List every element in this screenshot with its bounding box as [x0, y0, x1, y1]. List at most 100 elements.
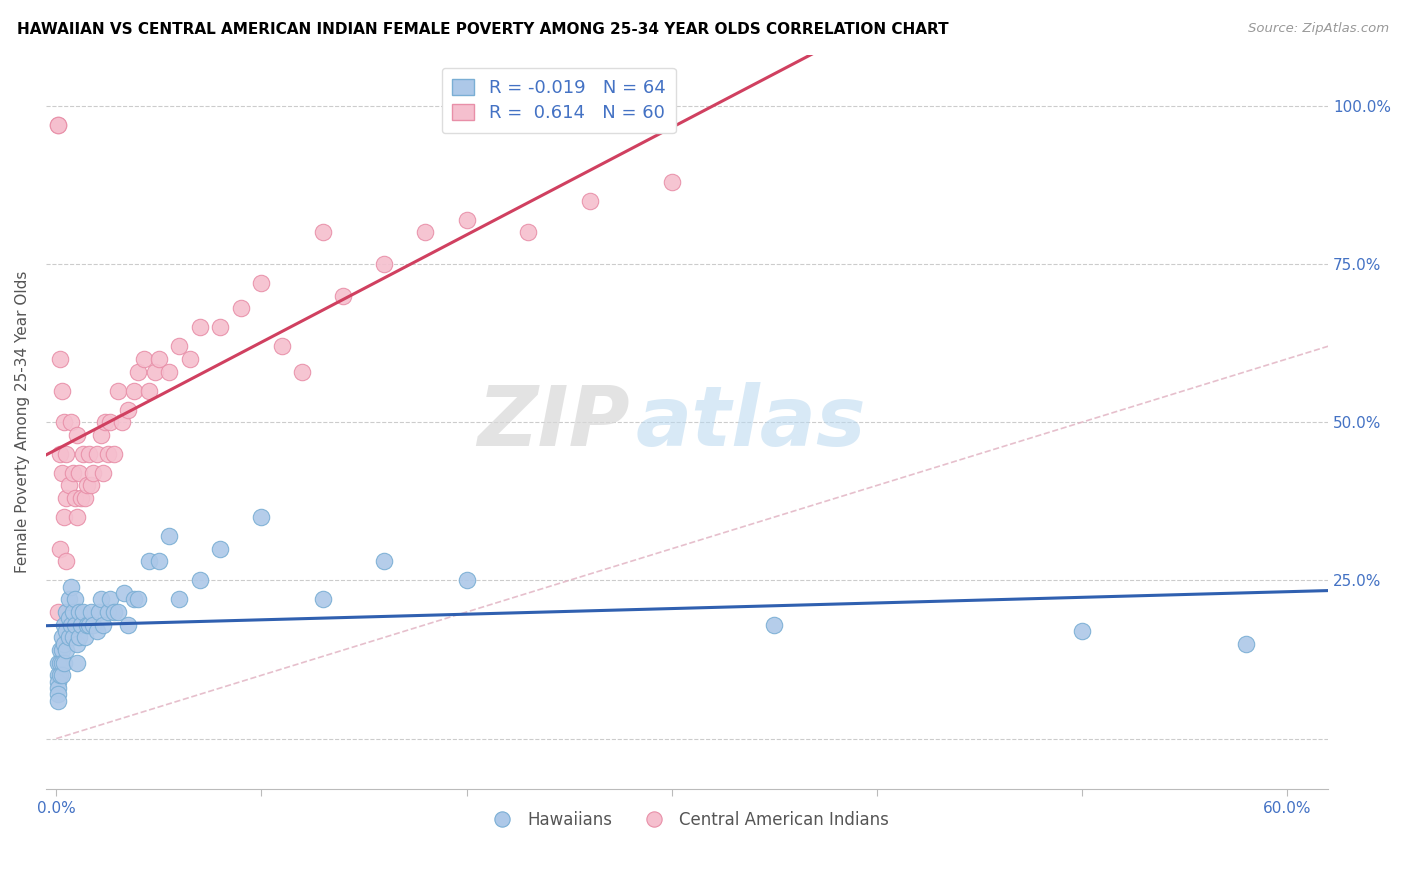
- Point: [332, 288, 354, 302]
- Point: [107, 605, 129, 619]
- Point: [127, 592, 149, 607]
- Point: [59, 617, 82, 632]
- Point: [46, 681, 69, 695]
- Point: [53, 415, 76, 429]
- Point: [53, 656, 76, 670]
- Point: [66, 427, 89, 442]
- Point: [763, 617, 786, 632]
- Point: [58, 611, 80, 625]
- Point: [46, 118, 69, 132]
- Point: [46, 668, 69, 682]
- Point: [122, 384, 145, 398]
- Point: [46, 687, 69, 701]
- Y-axis label: Female Poverty Among 25-34 Year Olds: Female Poverty Among 25-34 Year Olds: [15, 271, 30, 574]
- Point: [96, 447, 118, 461]
- Point: [1234, 637, 1257, 651]
- Point: [73, 631, 96, 645]
- Point: [49, 541, 72, 556]
- Point: [98, 415, 121, 429]
- Point: [312, 592, 335, 607]
- Point: [138, 384, 160, 398]
- Point: [93, 617, 115, 632]
- Point: [169, 592, 191, 607]
- Point: [96, 605, 118, 619]
- Point: [179, 351, 201, 366]
- Point: [49, 643, 72, 657]
- Point: [209, 320, 232, 334]
- Point: [80, 605, 103, 619]
- Point: [143, 365, 166, 379]
- Point: [250, 510, 273, 524]
- Point: [53, 637, 76, 651]
- Point: [77, 617, 100, 632]
- Point: [578, 194, 600, 208]
- Point: [72, 605, 94, 619]
- Point: [117, 402, 139, 417]
- Point: [66, 510, 89, 524]
- Point: [67, 466, 90, 480]
- Point: [188, 320, 211, 334]
- Point: [55, 554, 77, 568]
- Point: [312, 225, 335, 239]
- Point: [70, 491, 93, 505]
- Point: [134, 351, 156, 366]
- Point: [73, 491, 96, 505]
- Point: [89, 605, 111, 619]
- Point: [517, 225, 540, 239]
- Point: [46, 605, 69, 619]
- Point: [86, 447, 108, 461]
- Point: [188, 574, 211, 588]
- Point: [148, 554, 170, 568]
- Point: [49, 668, 72, 682]
- Point: [63, 592, 86, 607]
- Point: [58, 592, 80, 607]
- Point: [72, 447, 94, 461]
- Point: [94, 415, 117, 429]
- Point: [67, 605, 90, 619]
- Point: [67, 631, 90, 645]
- Text: atlas: atlas: [636, 382, 866, 463]
- Point: [107, 384, 129, 398]
- Point: [229, 301, 252, 316]
- Text: Source: ZipAtlas.com: Source: ZipAtlas.com: [1249, 22, 1389, 36]
- Point: [250, 276, 273, 290]
- Point: [127, 365, 149, 379]
- Point: [157, 529, 180, 543]
- Point: [51, 631, 73, 645]
- Point: [51, 384, 73, 398]
- Point: [373, 554, 395, 568]
- Point: [66, 637, 89, 651]
- Legend: Hawaiians, Central American Indians: Hawaiians, Central American Indians: [479, 805, 896, 836]
- Point: [66, 656, 89, 670]
- Point: [55, 491, 77, 505]
- Point: [55, 605, 77, 619]
- Point: [62, 605, 84, 619]
- Point: [122, 592, 145, 607]
- Point: [111, 415, 134, 429]
- Point: [51, 656, 73, 670]
- Point: [90, 427, 112, 442]
- Point: [51, 466, 73, 480]
- Point: [80, 478, 103, 492]
- Point: [103, 605, 125, 619]
- Point: [456, 212, 478, 227]
- Point: [93, 466, 115, 480]
- Point: [661, 175, 683, 189]
- Point: [55, 447, 77, 461]
- Point: [62, 631, 84, 645]
- Point: [373, 257, 395, 271]
- Point: [59, 415, 82, 429]
- Point: [49, 351, 72, 366]
- Point: [59, 580, 82, 594]
- Point: [46, 656, 69, 670]
- Point: [49, 447, 72, 461]
- Point: [112, 586, 135, 600]
- Point: [1071, 624, 1094, 638]
- Point: [117, 617, 139, 632]
- Point: [63, 491, 86, 505]
- Point: [62, 466, 84, 480]
- Point: [46, 118, 69, 132]
- Point: [55, 643, 77, 657]
- Point: [46, 693, 69, 707]
- Point: [456, 574, 478, 588]
